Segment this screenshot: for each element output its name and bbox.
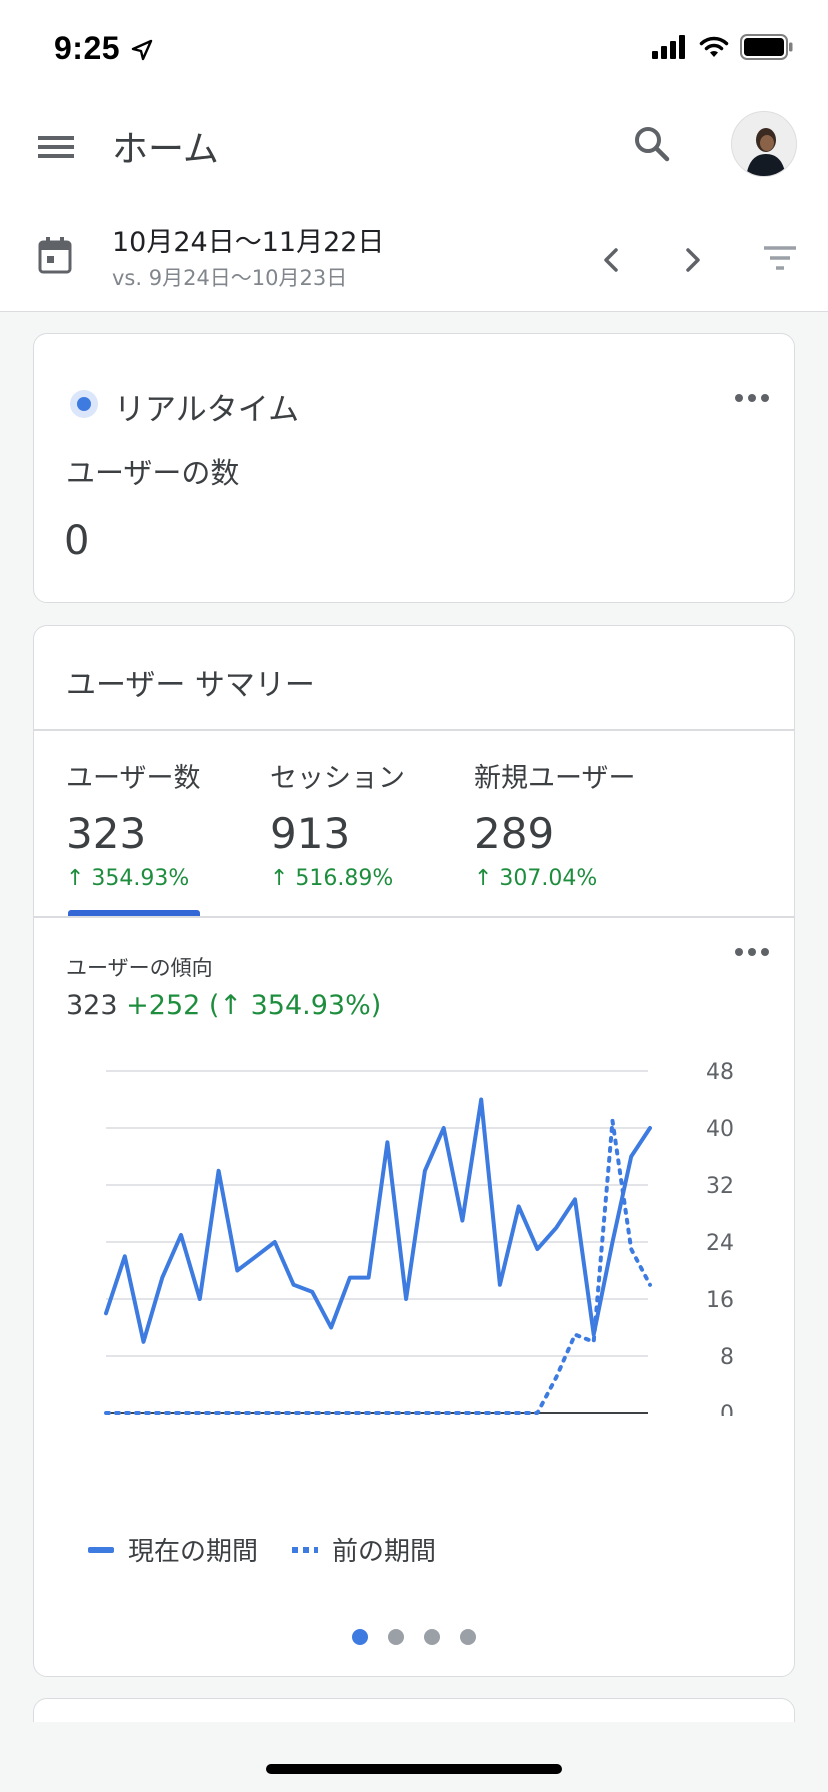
carousel-pager [34,1629,794,1645]
profile-photo [732,112,796,176]
y-tick-label: 24 [706,1231,734,1256]
y-tick-label: 48 [706,1060,734,1085]
y-tick-label: 40 [706,1117,734,1142]
previous-period-line [104,1118,652,1415]
location-arrow-icon [131,39,153,61]
bottom-area [0,1722,828,1792]
home-indicator [266,1764,562,1774]
metric-label: 新規ユーザー [474,763,636,794]
more-options-icon[interactable] [732,388,772,408]
metric-change: ↑ 354.93% [66,866,190,891]
selected-tab-indicator [68,910,200,916]
realtime-users-label: ユーザーの数 [66,456,240,490]
metric-value: 913 [270,809,351,858]
realtime-label: リアルタイム [114,392,300,428]
trend-total: 323 [66,990,118,1021]
cellular-signal-icon [652,35,685,59]
trend-delta: +252 (↑ 354.93%) [126,990,382,1021]
chevron-left-icon[interactable] [594,242,630,278]
realtime-card[interactable]: リアルタイム ユーザーの数 0 [33,333,795,603]
metric-change: ↑ 307.04% [474,866,598,891]
user-summary-card: ユーザー サマリー ユーザー数 323 ↑ 354.93% セッション 913 … [33,625,795,1677]
hamburger-menu-icon[interactable] [36,130,76,170]
chevron-right-icon[interactable] [674,242,710,278]
metric-value: 323 [66,809,147,858]
wifi-icon [699,36,729,57]
user-trend-chart[interactable]: 08162432404810月 2911月 12 [34,1036,796,1416]
divider [34,729,794,731]
pager-dot[interactable] [352,1629,368,1645]
realtime-indicator [70,390,98,418]
date-range-label[interactable]: 10月24日〜11月22日 [112,227,385,258]
summary-title: ユーザー サマリー [66,668,315,703]
status-time: 9:25 [54,30,121,66]
trend-summary: 323 +252 (↑ 354.93%) [66,990,381,1021]
legend-current-label: 現在の期間 [128,1537,259,1567]
y-tick-label: 16 [706,1288,734,1313]
metric-change: ↑ 516.89% [270,866,394,891]
metric-tab-users[interactable]: ユーザー数 323 ↑ 354.93% [66,756,266,891]
search-icon[interactable] [630,122,674,166]
legend-previous-label: 前の期間 [332,1537,437,1567]
status-bar: 9:25 [0,0,828,100]
page-title: ホーム [112,129,219,170]
y-tick-label: 0 [720,1402,734,1416]
divider [34,916,794,918]
y-tick-label: 8 [720,1345,734,1370]
avatar[interactable] [731,111,797,177]
metric-value: 289 [474,809,555,858]
filter-icon[interactable] [762,242,798,276]
legend-dotted-swatch [292,1546,318,1553]
current-period-line [104,1097,652,1344]
realtime-users-value: 0 [64,518,90,564]
battery-icon [740,34,793,60]
compare-range-label: vs. 9月24日〜10月23日 [112,266,348,290]
legend-previous: 前の期間 [292,1531,436,1568]
metric-label: セッション [270,763,405,794]
pager-dot[interactable] [424,1629,440,1645]
legend-current: 現在の期間 [88,1531,258,1568]
y-tick-label: 32 [706,1174,734,1199]
metric-tab-sessions[interactable]: セッション 913 ↑ 516.89% [270,756,470,891]
date-range-bar: 10月24日〜11月22日 vs. 9月24日〜10月23日 [0,210,828,312]
pager-dot[interactable] [388,1629,404,1645]
metric-tab-new-users[interactable]: 新規ユーザー 289 ↑ 307.04% [474,756,674,891]
app-bar: ホーム [0,100,828,210]
calendar-icon[interactable] [38,236,72,274]
pager-dot[interactable] [460,1629,476,1645]
legend-solid-swatch [88,1546,114,1553]
metric-label: ユーザー数 [66,763,201,794]
more-options-icon[interactable] [732,942,772,962]
trend-label: ユーザーの傾向 [66,956,213,980]
